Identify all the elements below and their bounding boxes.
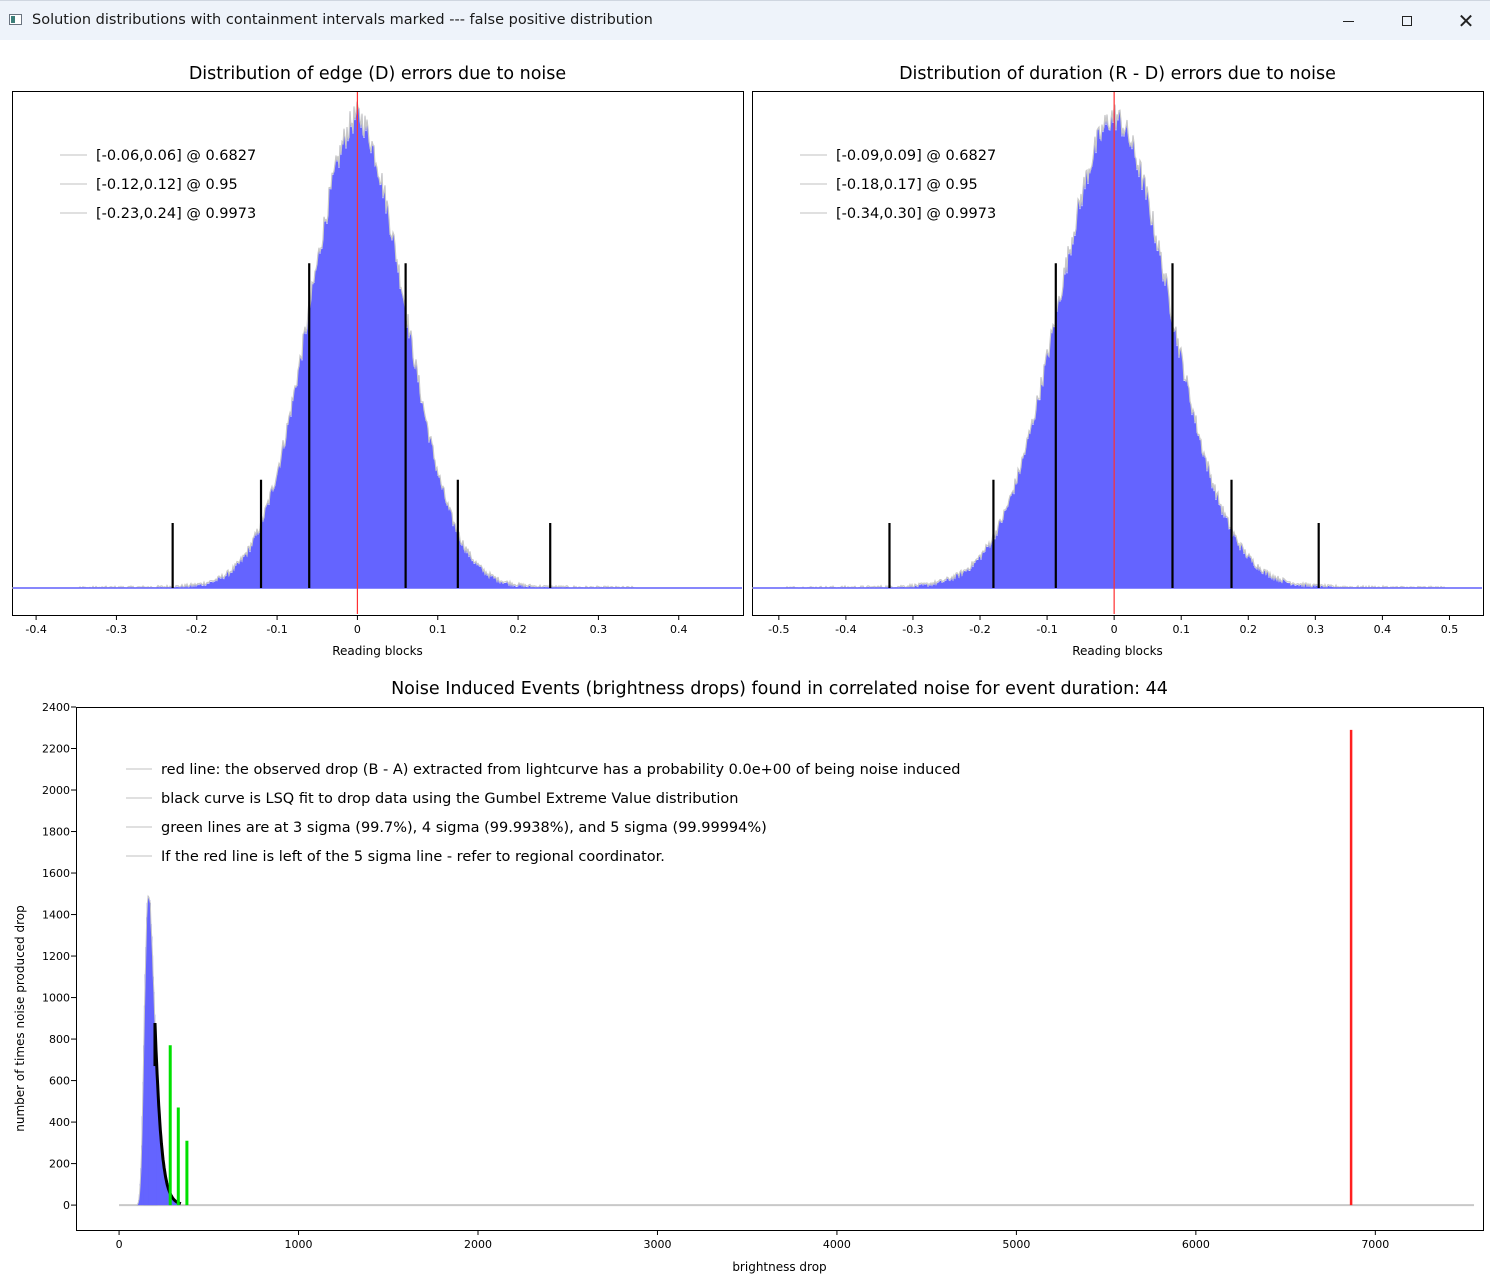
legend-entry: [-0.34,0.30] @ 0.9973 [836,206,996,222]
gumbel-fit-curve [153,1022,182,1206]
plot-frame [76,707,1484,1231]
y-tick-label: 600 [49,1075,70,1088]
legend-entry: If the red line is left of the 5 sigma l… [161,849,665,865]
chart-title: Distribution of edge (D) errors due to n… [189,64,566,84]
y-tick-label: 400 [49,1116,70,1129]
close-button[interactable]: ✕ [1437,1,1490,41]
x-tick-label: 2000 [464,1238,492,1251]
x-tick-label: -0.1 [1036,623,1057,636]
x-tick-label: 0.1 [429,623,447,636]
x-tick-label: 0.4 [1374,623,1392,636]
x-tick-label: -0.2 [186,623,207,636]
y-tick-label: 1800 [42,826,70,839]
x-tick-label: 0 [354,623,361,636]
x-tick-label: -0.3 [902,623,923,636]
maximize-button[interactable] [1378,1,1436,41]
maximize-icon [1402,16,1412,26]
y-tick-label: 0 [63,1199,70,1212]
x-tick-label: 0 [1111,623,1118,636]
x-tick-label: 0.4 [670,623,688,636]
window-title: Solution distributions with containment … [32,12,653,28]
chart-duration: Distribution of duration (R - D) errors … [752,64,1484,658]
legend-entry: [-0.12,0.12] @ 0.95 [96,177,238,193]
legend-entry: [-0.18,0.17] @ 0.95 [836,177,978,193]
x-tick-label: -0.4 [835,623,856,636]
x-tick-label: -0.4 [25,623,46,636]
y-tick-label: 200 [49,1158,70,1171]
close-icon: ✕ [1457,9,1475,33]
y-tick-label: 1200 [42,950,70,963]
x-tick-label: 0.3 [1307,623,1325,636]
plot-frame [752,91,1484,616]
y-tick-label: 800 [49,1033,70,1046]
x-tick-label: 3000 [643,1238,671,1251]
x-tick-label: 0.1 [1172,623,1190,636]
x-tick-label: 0.2 [1240,623,1258,636]
y-tick-label: 2000 [42,784,70,797]
x-tick-label: -0.1 [266,623,287,636]
plot-frame [12,91,744,616]
x-tick-label: -0.2 [969,623,990,636]
y-tick-label: 1600 [42,867,70,880]
x-tick-label: -0.5 [768,623,789,636]
chart-title: Noise Induced Events (brightness drops) … [391,679,1168,699]
plots-canvas: Distribution of edge (D) errors due to n… [12,64,1484,1274]
legend-entry: black curve is LSQ fit to drop data usin… [161,791,738,807]
x-tick-label: 7000 [1361,1238,1389,1251]
y-tick-label: 1400 [42,909,70,922]
x-axis-label: Reading blocks [332,644,423,658]
x-tick-label: 0.2 [509,623,527,636]
y-tick-label: 2200 [42,743,70,756]
x-axis-label: brightness drop [732,1260,826,1274]
y-axis-label: number of times noise produced drop [13,905,27,1131]
x-tick-label: 1000 [285,1238,313,1251]
y-tick-label: 1000 [42,992,70,1005]
minimize-button[interactable] [1319,1,1377,41]
chart-noise: Noise Induced Events (brightness drops) … [13,679,1484,1274]
legend-entry: green lines are at 3 sigma (99.7%), 4 si… [161,820,767,836]
x-tick-label: 0.3 [590,623,608,636]
chart-title: Distribution of duration (R - D) errors … [899,64,1336,84]
x-tick-label: -0.3 [106,623,127,636]
legend-entry: [-0.06,0.06] @ 0.6827 [96,148,256,164]
chart-edge: Distribution of edge (D) errors due to n… [12,64,744,658]
x-tick-label: 5000 [1002,1238,1030,1251]
x-tick-label: 6000 [1182,1238,1210,1251]
x-axis-label: Reading blocks [1072,644,1163,658]
app-icon [9,14,22,25]
window-titlebar: Solution distributions with containment … [0,0,1490,40]
minimize-icon [1342,20,1354,22]
legend-entry: [-0.23,0.24] @ 0.9973 [96,206,256,222]
legend-entry: [-0.09,0.09] @ 0.6827 [836,148,996,164]
legend-entry: red line: the observed drop (B - A) extr… [161,762,960,778]
x-tick-label: 0.5 [1441,623,1459,636]
x-tick-label: 0 [116,1238,123,1251]
x-tick-label: 4000 [823,1238,851,1251]
y-tick-label: 2400 [42,701,70,714]
